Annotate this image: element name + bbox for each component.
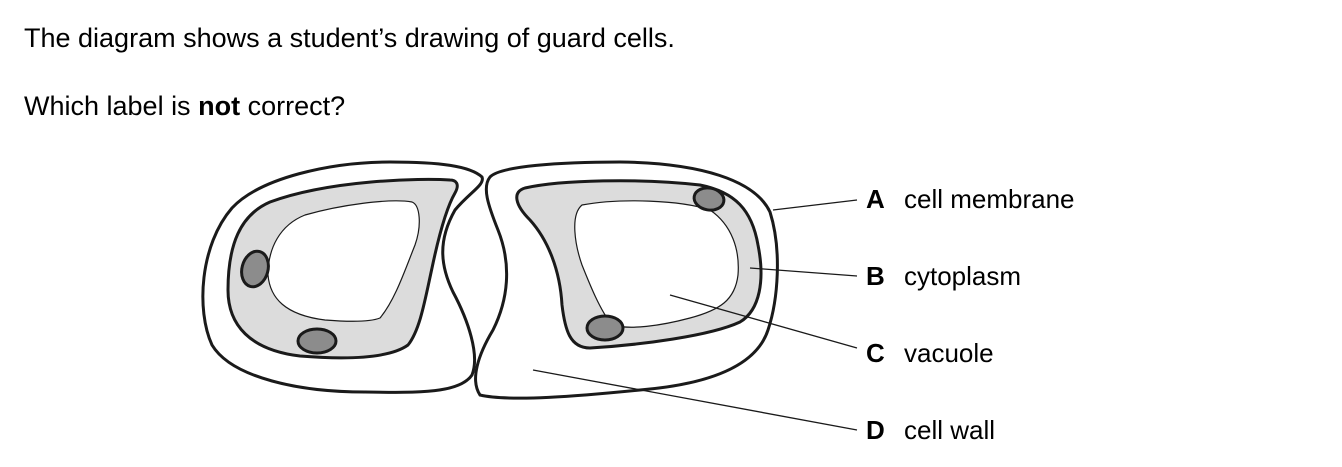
label-a-letter: A: [866, 184, 885, 214]
left-chloroplast-2: [296, 327, 338, 355]
label-d: D cell wall: [866, 415, 995, 445]
label-b-text: cytoplasm: [904, 261, 1021, 291]
leader-line-a: [772, 199, 858, 211]
prompt-end: correct?: [240, 91, 346, 121]
left-guard-cell: [201, 160, 484, 394]
leader-line-b: [749, 267, 858, 277]
label-c-letter: C: [866, 338, 885, 368]
label-a: A cell membrane: [866, 184, 1075, 214]
label-b: B cytoplasm: [866, 261, 1021, 291]
prompt-start: Which label is: [24, 91, 199, 121]
label-b-letter: B: [866, 261, 885, 291]
right-guard-cell: [474, 160, 779, 400]
question-text: The diagram shows a student’s drawing of…: [24, 23, 675, 53]
prompt-emphasis: not: [198, 91, 241, 121]
right-chloroplast-1: [692, 186, 726, 212]
left-vacuole: [267, 200, 420, 322]
label-c: C vacuole: [866, 338, 994, 368]
label-d-letter: D: [866, 415, 885, 445]
leader-line-d: [532, 369, 858, 431]
left-chloroplast-1: [240, 249, 270, 289]
question-prompt: Which label is not correct?: [24, 90, 345, 122]
right-chloroplast-2: [585, 314, 625, 342]
label-a-text: cell membrane: [904, 184, 1075, 214]
leader-line-c: [669, 294, 858, 349]
label-c-text: vacuole: [904, 338, 994, 368]
label-d-text: cell wall: [904, 415, 995, 445]
